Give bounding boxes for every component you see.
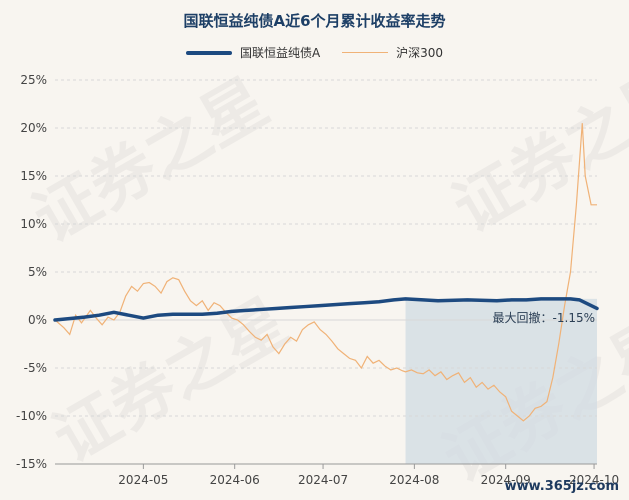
series-line-fund [53,297,599,322]
legend-item-index[interactable]: 沪深300 [342,44,443,61]
series-line-index [54,123,597,422]
legend[interactable]: 国联恒益纯债A 沪深300 [0,44,629,61]
y-tick-label: -15% [16,457,47,471]
legend-item-fund[interactable]: 国联恒益纯债A [185,44,321,61]
y-tick-label: 15% [20,169,47,183]
legend-swatch-fund [185,50,232,55]
y-tick-label: 25% [20,73,47,87]
y-tick-label: 20% [20,121,47,135]
x-tick-label: 2024-06 [210,473,260,487]
legend-label-index: 沪深300 [396,46,444,60]
x-tick-label: 2024-09 [481,473,531,487]
x-tick-label: 2024-10 [569,473,619,487]
chart-title: 国联恒益纯债A近6个月累计收益率走势 [183,12,446,30]
x-tick-label: 2024-07 [298,473,348,487]
y-tick-label: 0% [28,313,47,327]
site-watermark: www.365jz.com [504,479,619,494]
y-tick-label: -10% [16,409,47,423]
x-tick-label: 2024-05 [118,473,168,487]
x-tick-label: 2024-08 [389,473,439,487]
legend-swatch-index [342,52,389,53]
drawdown-shade [405,298,597,464]
drawdown-label: 最大回撤：-1.15% [493,310,595,325]
y-tick-label: 10% [20,217,47,231]
y-tick-label: 5% [28,265,47,279]
legend-label-fund: 国联恒益纯债A [239,46,321,60]
y-tick-label: -5% [24,361,47,375]
